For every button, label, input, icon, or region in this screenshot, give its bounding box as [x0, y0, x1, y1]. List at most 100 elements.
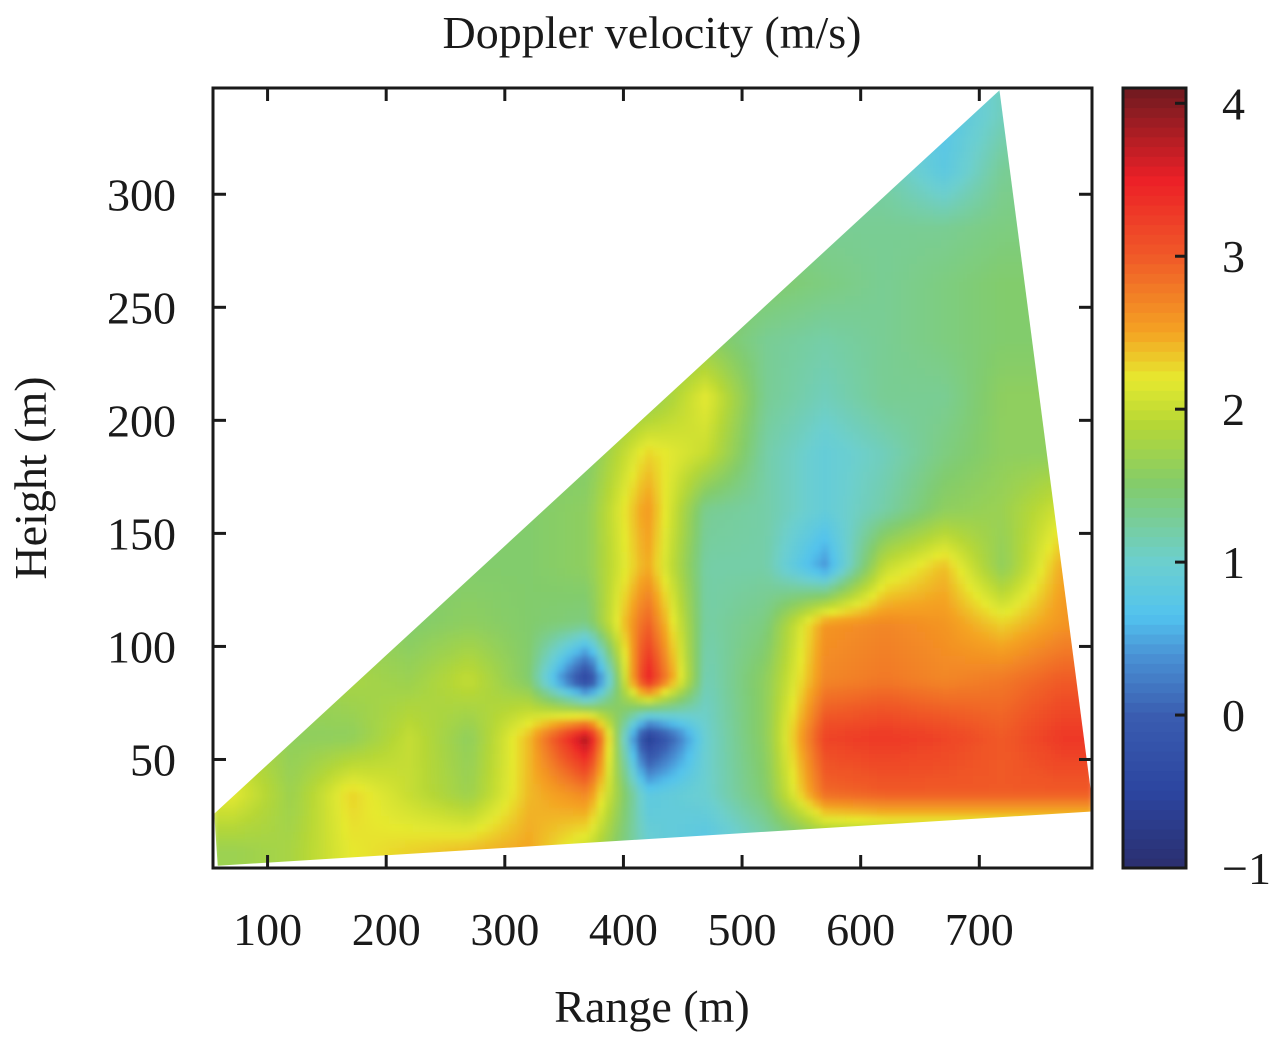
heatmap-cell — [421, 392, 430, 401]
heatmap-cell — [285, 360, 294, 369]
heatmap-cell — [741, 440, 750, 449]
heatmap-cell — [637, 104, 646, 113]
heatmap-cell — [573, 408, 582, 417]
heatmap-cell — [365, 104, 374, 113]
heatmap-cell — [797, 160, 806, 169]
heatmap-cell — [357, 440, 366, 449]
heatmap-cell — [293, 264, 302, 273]
heatmap-cell — [349, 312, 358, 321]
heatmap-cell — [477, 192, 486, 201]
heatmap-cell — [605, 224, 614, 233]
heatmap-cell — [661, 128, 670, 137]
heatmap-cell — [997, 96, 1006, 105]
heatmap-cell — [869, 368, 878, 377]
heatmap-cell — [365, 344, 374, 353]
heatmap-cell — [333, 416, 342, 425]
heatmap-cell — [933, 312, 942, 321]
heatmap-cell — [941, 392, 950, 401]
heatmap-cell — [741, 416, 750, 425]
heatmap-cell — [1045, 360, 1054, 369]
heatmap-cell — [805, 432, 814, 441]
heatmap-cell — [597, 96, 606, 105]
heatmap-cell — [277, 328, 286, 337]
heatmap-cell — [965, 176, 974, 185]
heatmap-cell — [613, 200, 622, 209]
heatmap-cell — [701, 160, 710, 169]
heatmap-cell — [477, 240, 486, 249]
heatmap-cell — [557, 128, 566, 137]
heatmap-cell — [285, 408, 294, 417]
heatmap-cell — [389, 288, 398, 297]
heatmap-cell — [709, 112, 718, 121]
heatmap-cell — [957, 128, 966, 137]
heatmap-cell — [621, 168, 630, 177]
heatmap-cell — [397, 208, 406, 217]
heatmap-cell — [765, 232, 774, 241]
heatmap-cell — [1029, 408, 1038, 417]
heatmap-cell — [1077, 120, 1086, 129]
heatmap-cell — [533, 128, 542, 137]
heatmap-cell — [797, 248, 806, 257]
heatmap-cell — [325, 392, 334, 401]
heatmap-cell — [1005, 136, 1014, 145]
heatmap-cell — [373, 320, 382, 329]
heatmap-cell — [565, 200, 574, 209]
heatmap-cell — [317, 416, 326, 425]
heatmap-cell — [909, 208, 918, 217]
heatmap-cell — [493, 424, 502, 433]
heatmap-cell — [965, 120, 974, 129]
heatmap-cell — [413, 448, 422, 457]
heatmap-cell — [429, 432, 438, 441]
heatmap-cell — [1069, 160, 1078, 169]
heatmap-cell — [717, 272, 726, 281]
heatmap-cell — [821, 432, 830, 441]
heatmap-cell — [365, 224, 374, 233]
heatmap-cell — [1061, 152, 1070, 161]
heatmap-cell — [637, 360, 646, 369]
heatmap-cell — [565, 408, 574, 417]
heatmap-cell — [661, 192, 670, 201]
heatmap-cell — [757, 144, 766, 153]
heatmap-cell — [485, 216, 494, 225]
heatmap-cell — [325, 344, 334, 353]
heatmap-cell — [341, 168, 350, 177]
heatmap-cell — [1061, 288, 1070, 297]
heatmap-cell — [357, 304, 366, 313]
heatmap-cell — [437, 440, 446, 449]
heatmap-cell — [789, 120, 798, 129]
heatmap-cell — [509, 136, 518, 145]
heatmap-cell — [413, 280, 422, 289]
heatmap-cell — [325, 336, 334, 345]
heatmap-cell — [877, 96, 886, 105]
heatmap-cell — [773, 376, 782, 385]
heatmap-cell — [861, 280, 870, 289]
heatmap-cell — [597, 152, 606, 161]
heatmap-cell — [1069, 112, 1078, 121]
heatmap-cell — [1037, 128, 1046, 137]
heatmap-cell — [573, 144, 582, 153]
heatmap-cell — [805, 96, 814, 105]
heatmap-cell — [429, 392, 438, 401]
heatmap-cell — [285, 248, 294, 257]
heatmap-cell — [229, 128, 238, 137]
heatmap-cell — [941, 168, 950, 177]
heatmap-cell — [837, 224, 846, 233]
heatmap-cell — [821, 208, 830, 217]
heatmap-cell — [469, 224, 478, 233]
heatmap-cell — [381, 344, 390, 353]
heatmap-cell — [261, 240, 270, 249]
heatmap-cell — [373, 424, 382, 433]
heatmap-cell — [221, 184, 230, 193]
heatmap-cell — [477, 96, 486, 105]
heatmap-cell — [741, 368, 750, 377]
heatmap-cell — [493, 344, 502, 353]
heatmap-cell — [597, 352, 606, 361]
heatmap-cell — [597, 384, 606, 393]
heatmap-cell — [725, 368, 734, 377]
heatmap-cell — [789, 104, 798, 113]
heatmap-cell — [605, 160, 614, 169]
heatmap-cell — [573, 416, 582, 425]
heatmap-cell — [461, 224, 470, 233]
heatmap-cell — [421, 288, 430, 297]
heatmap-cell — [741, 400, 750, 409]
